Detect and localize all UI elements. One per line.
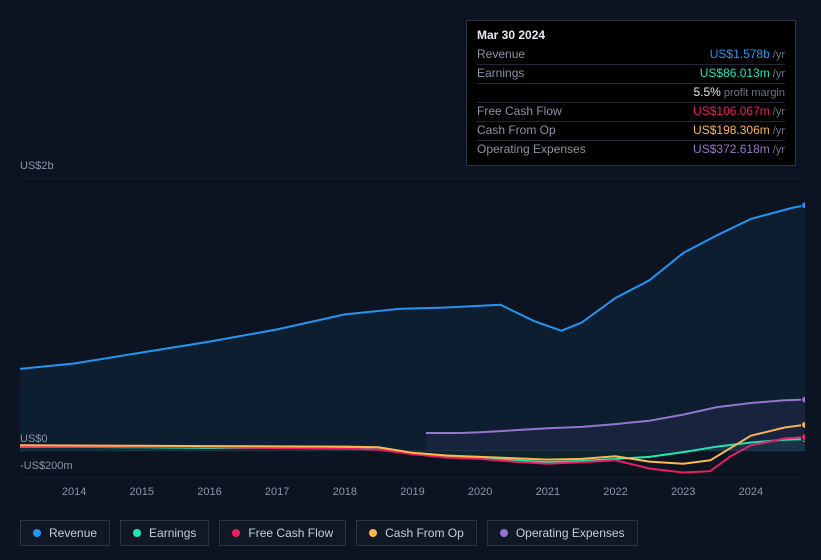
legend-item-label: Cash From Op [385,526,464,540]
tooltip-row: 5.5%profit margin [477,83,785,102]
x-axis-label: 2020 [468,486,492,498]
y-axis-label: US$2b [20,160,54,172]
x-axis-label: 2019 [400,486,424,498]
chart-tooltip: Mar 30 2024 Revenue US$1.578b/yr Earnings U… [466,20,796,166]
tooltip-row-label: Cash From Op [477,122,556,140]
tooltip-row-label: Operating Expenses [477,141,586,159]
x-axis-label: 2022 [603,486,627,498]
legend-item-label: Operating Expenses [516,526,625,540]
tooltip-row-value: US$106.067m/yr [693,103,785,121]
legend-item-fcf[interactable]: Free Cash Flow [219,520,346,546]
tooltip-row-label: Free Cash Flow [477,103,562,121]
x-axis-label: 2014 [62,486,86,498]
x-axis-label: 2023 [671,486,695,498]
x-axis-label: 2024 [739,486,763,498]
tooltip-row-value: 5.5%profit margin [694,84,786,102]
legend-dot-icon [33,529,41,537]
legend-item-cfo[interactable]: Cash From Op [356,520,477,546]
x-axis-label: 2015 [130,486,154,498]
legend-dot-icon [232,529,240,537]
tooltip-row-value: US$86.013m/yr [700,65,785,83]
tooltip-row-value: US$1.578b/yr [710,46,785,64]
tooltip-row: Earnings US$86.013m/yr [477,64,785,83]
legend-dot-icon [133,529,141,537]
legend-item-opex[interactable]: Operating Expenses [487,520,638,546]
tooltip-row: Revenue US$1.578b/yr [477,46,785,64]
tooltip-row-label: Earnings [477,65,524,83]
tooltip-row: Free Cash Flow US$106.067m/yr [477,102,785,121]
tooltip-row-label: Revenue [477,46,525,64]
x-axis-label: 2021 [536,486,560,498]
y-axis-label: -US$200m [20,460,73,472]
tooltip-date: Mar 30 2024 [477,27,785,44]
tooltip-row: Operating Expenses US$372.618m/yr [477,140,785,159]
chart-legend: Revenue Earnings Free Cash Flow Cash From O… [20,520,638,546]
legend-item-earnings[interactable]: Earnings [120,520,209,546]
legend-item-label: Earnings [149,526,196,540]
legend-dot-icon [369,529,377,537]
x-axis-label: 2016 [197,486,221,498]
legend-item-label: Revenue [49,526,97,540]
tooltip-row: Cash From Op US$198.306m/yr [477,121,785,140]
legend-dot-icon [500,529,508,537]
tooltip-row-value: US$198.306m/yr [693,122,785,140]
legend-item-revenue[interactable]: Revenue [20,520,110,546]
x-axis-label: 2017 [265,486,289,498]
financials-chart: US$2b US$0 -US$200m 2014 2015 2016 2017 2018 201… [0,0,821,560]
chart-plot-area[interactable] [20,178,805,478]
tooltip-row-value: US$372.618m/yr [693,141,785,159]
y-axis-label: US$0 [20,433,48,445]
legend-item-label: Free Cash Flow [248,526,333,540]
x-axis-label: 2018 [333,486,357,498]
